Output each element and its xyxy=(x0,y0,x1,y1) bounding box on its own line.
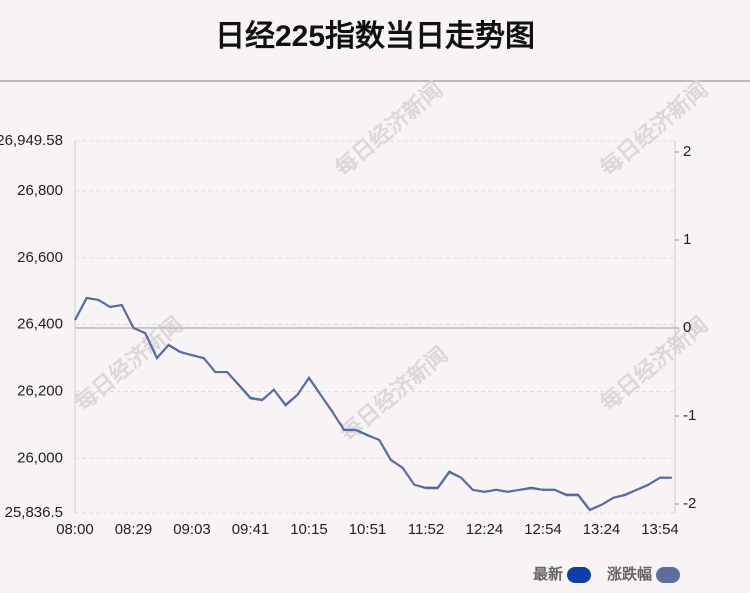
y2-tick-label: 0 xyxy=(683,319,691,336)
legend-label: 涨跌幅 xyxy=(607,565,652,583)
x-tick-label: 13:24 xyxy=(583,521,621,538)
y2-tick-label: 1 xyxy=(683,231,691,248)
series-line xyxy=(74,297,672,512)
y-tick-label: 25,836.5 xyxy=(5,504,63,521)
y-tick-label: 26,800 xyxy=(17,182,63,199)
x-tick-label: 09:41 xyxy=(232,521,270,538)
x-tick-label: 12:54 xyxy=(524,521,562,538)
x-tick-label: 09:03 xyxy=(173,521,211,538)
x-tick-label: 12:24 xyxy=(466,521,504,538)
x-tick-label: 08:29 xyxy=(115,521,153,538)
y2-tick-label: -2 xyxy=(683,495,696,512)
x-tick-label: 13:54 xyxy=(641,521,679,538)
y-tick-label: 26,400 xyxy=(17,316,63,333)
legend-swatch xyxy=(656,567,681,583)
x-tick-label: 10:51 xyxy=(349,521,387,538)
y-tick-label: 26,000 xyxy=(17,449,63,466)
y-tick-label: 26,600 xyxy=(17,249,63,266)
legend-swatch xyxy=(567,567,592,583)
y2-tick-label: 2 xyxy=(683,143,691,160)
chart-title: 日经225指数当日走势图 xyxy=(215,19,535,53)
y2-tick-label: -1 xyxy=(683,407,696,424)
x-tick-label: 08:00 xyxy=(56,521,94,538)
x-tick-label: 11:52 xyxy=(408,521,444,538)
y-tick-label: 26,949.58 xyxy=(0,132,63,149)
y-tick-label: 26,200 xyxy=(17,382,63,399)
legend-label: 最新 xyxy=(533,565,563,583)
x-tick-label: 10:15 xyxy=(290,521,328,538)
